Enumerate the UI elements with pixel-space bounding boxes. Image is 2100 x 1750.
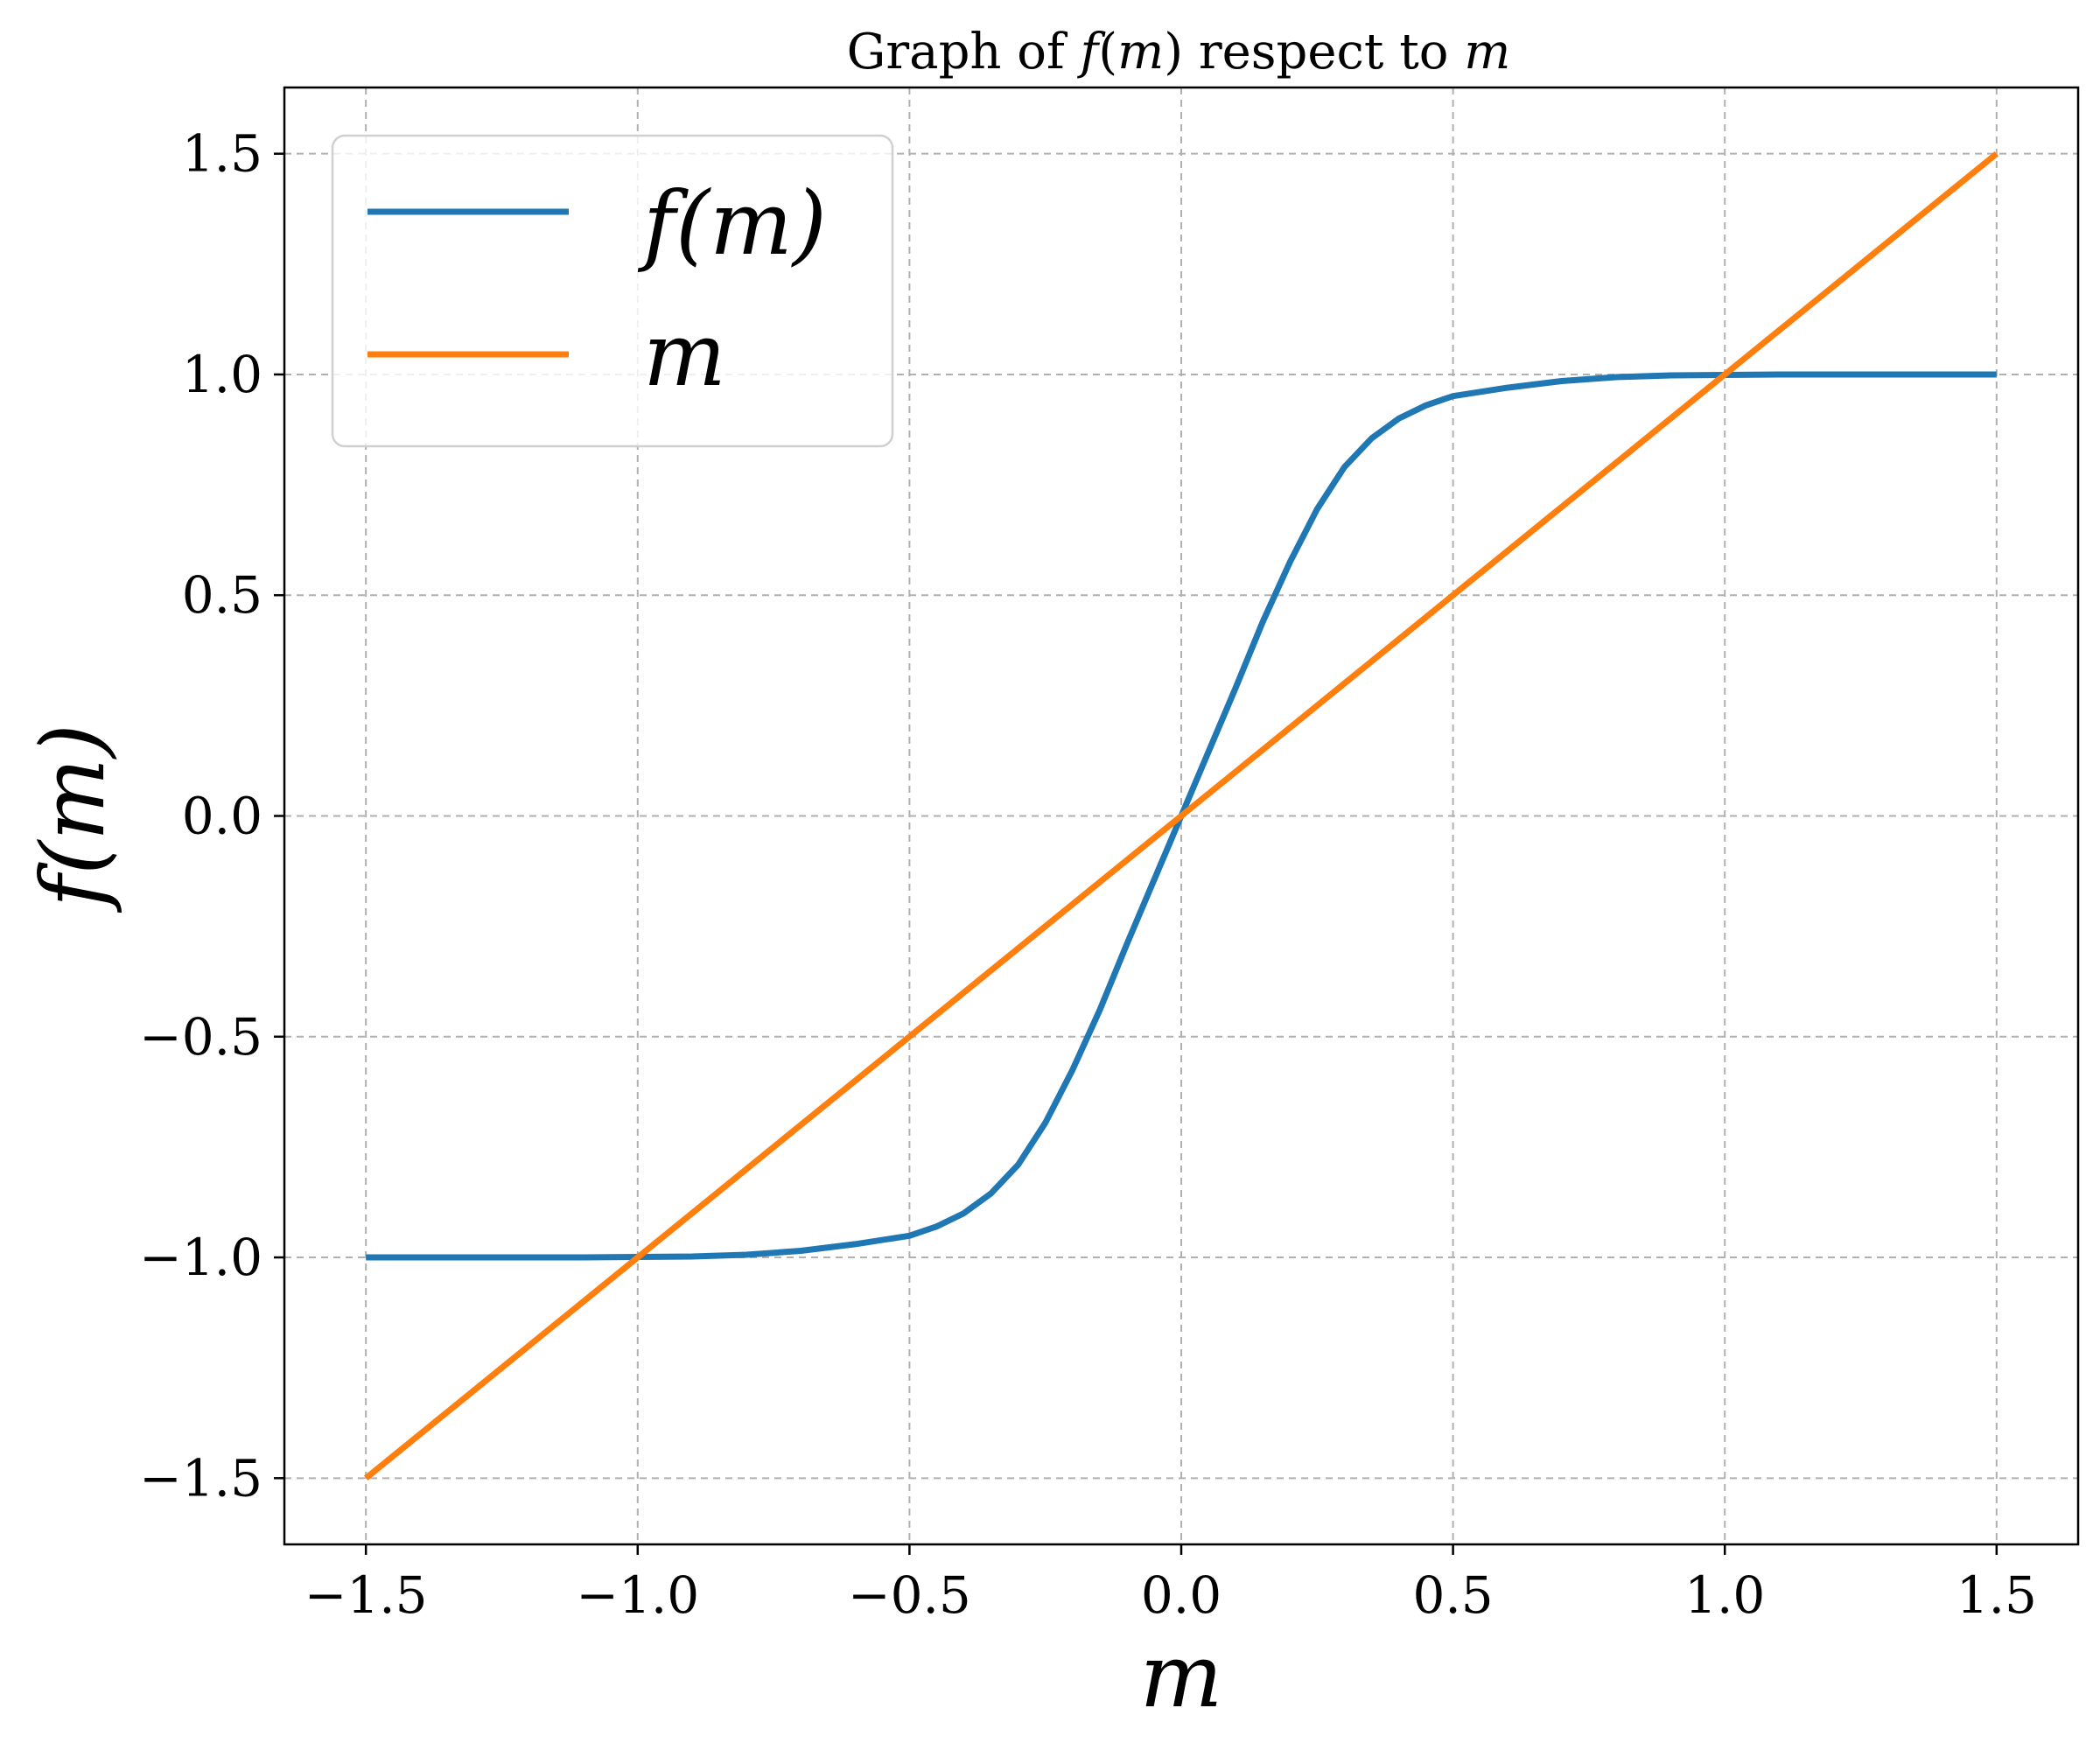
y-tick-label: 1.5 bbox=[182, 124, 262, 184]
series-layer bbox=[363, 150, 1999, 1481]
chart-title-part: m bbox=[1117, 24, 1164, 80]
y-tick-label: −0.5 bbox=[139, 1007, 262, 1067]
chart-title-part: ) bbox=[1164, 24, 1183, 80]
chart-title-part: respect to bbox=[1183, 24, 1464, 80]
y-tick-label: 1.0 bbox=[182, 345, 262, 404]
y-tick-label: −1.5 bbox=[139, 1448, 262, 1508]
legend: f(m) m bbox=[331, 134, 894, 448]
x-tick-label: −0.5 bbox=[848, 1565, 971, 1625]
chart-title-part: Graph of bbox=[847, 24, 1081, 80]
chart-title-part: ( bbox=[1098, 24, 1117, 80]
y-axis-label: f(m) bbox=[22, 724, 124, 914]
y-tick-label: 0.5 bbox=[182, 565, 262, 625]
x-tick-label: 0.5 bbox=[1412, 1565, 1493, 1625]
x-tick-label: −1.5 bbox=[304, 1565, 428, 1625]
x-tick-label: 0.0 bbox=[1141, 1565, 1222, 1625]
y-tick-label: 0.0 bbox=[182, 787, 262, 846]
chart-title-part: m bbox=[1464, 24, 1510, 80]
x-tick-label: 1.5 bbox=[1956, 1565, 2037, 1625]
x-axis-label: m bbox=[1140, 1625, 1223, 1727]
x-axis-ticks: −1.5 −1.0 −0.5 0.0 0.5 1.0 1.5 bbox=[304, 1544, 2037, 1625]
x-tick-label: −1.0 bbox=[576, 1565, 699, 1625]
y-axis-ticks: −1.5 −1.0 −0.5 0.0 0.5 1.0 1.5 bbox=[139, 124, 284, 1508]
legend-label-m: m bbox=[643, 304, 726, 406]
y-tick-label: −1.0 bbox=[139, 1228, 262, 1287]
series-line-m bbox=[363, 150, 1999, 1481]
chart-title: Graph of f(m) respect to m bbox=[847, 24, 1511, 80]
x-tick-label: 1.0 bbox=[1684, 1565, 1765, 1625]
legend-label-f-of-m: f(m) bbox=[637, 172, 827, 275]
